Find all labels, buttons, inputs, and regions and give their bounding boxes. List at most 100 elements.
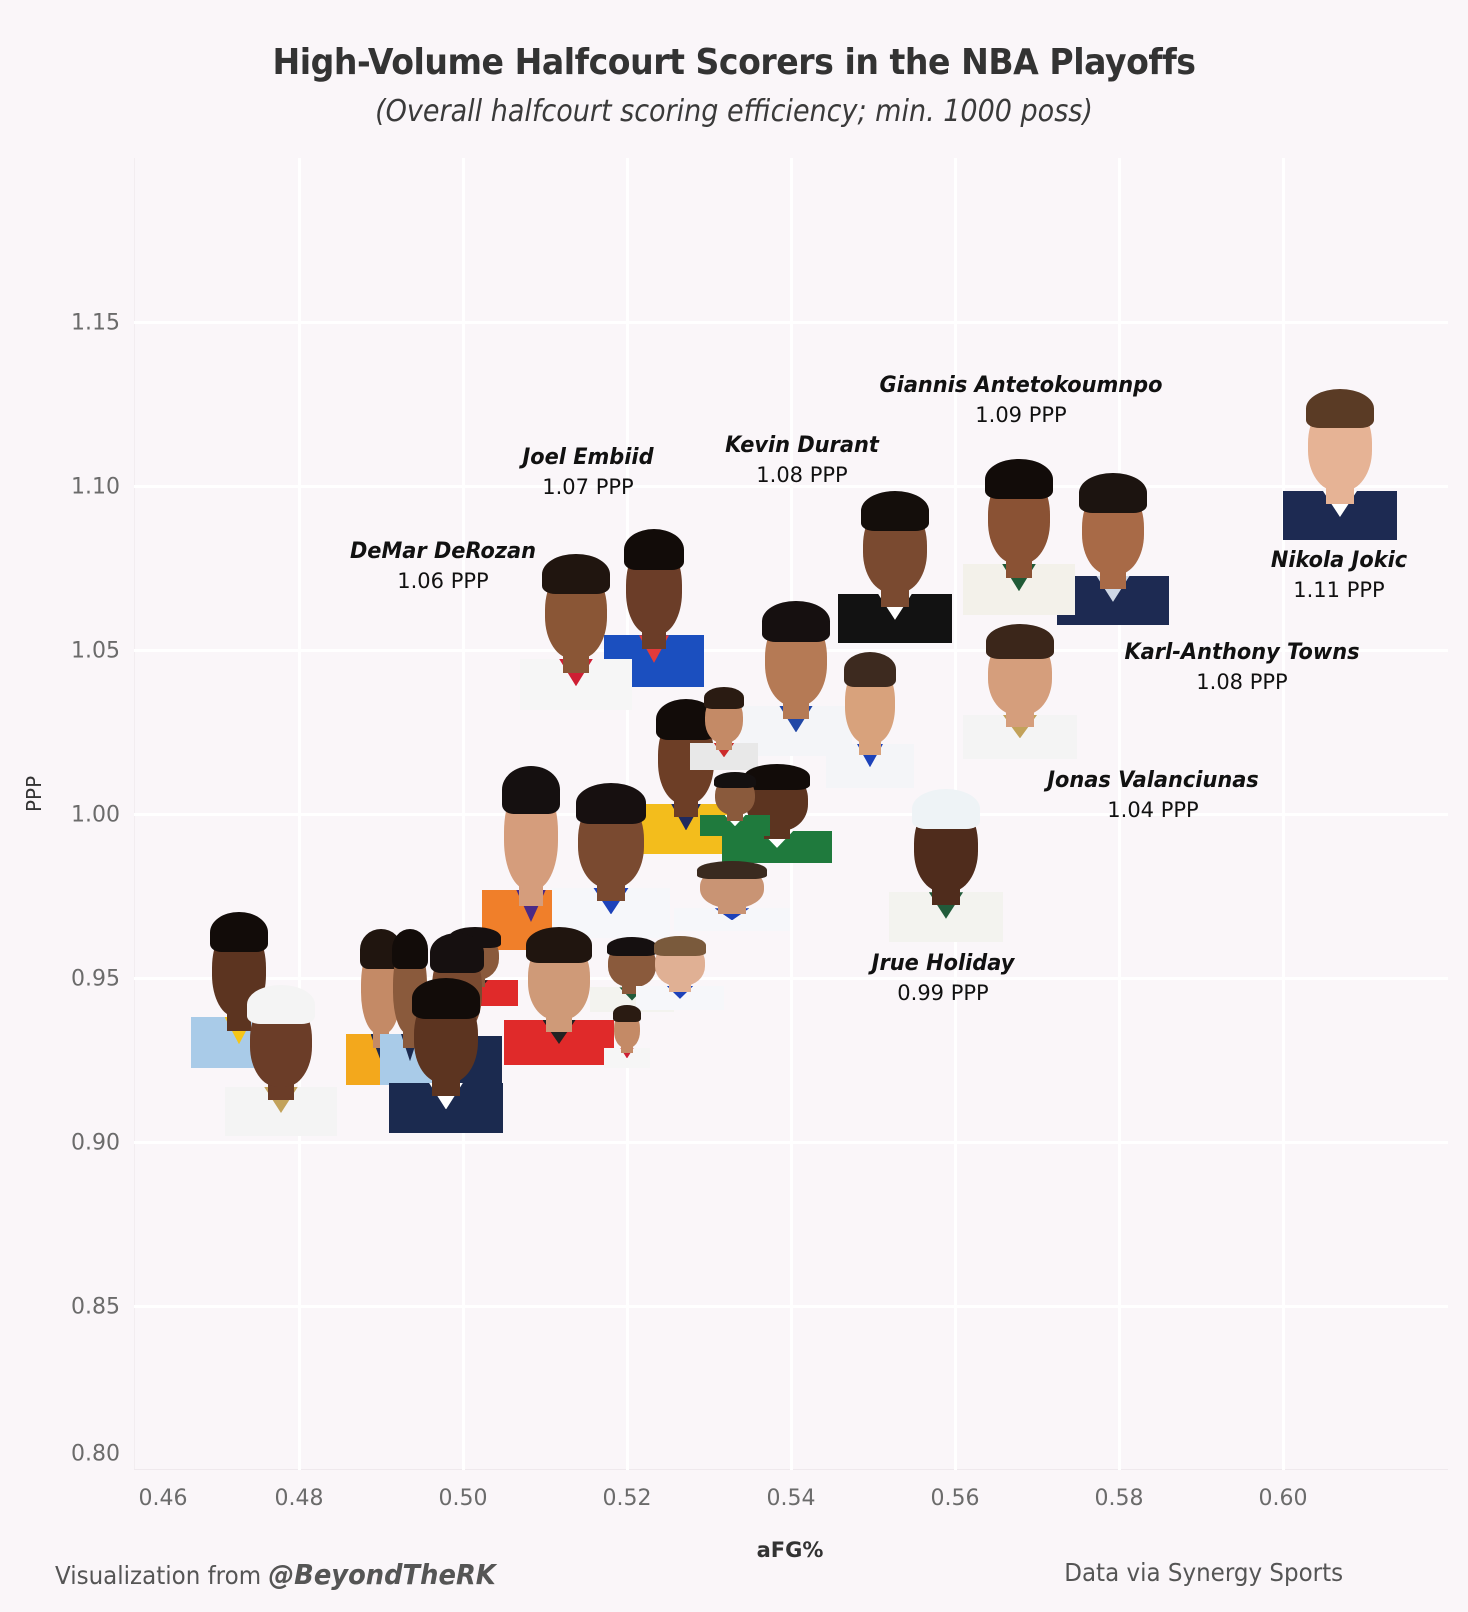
- player-ppp: 1.09 PPP: [975, 403, 1067, 427]
- hair-shape: [860, 491, 930, 531]
- player-name: Jrue Holiday: [871, 951, 1015, 976]
- player-ppp: 1.08 PPP: [1196, 670, 1288, 694]
- y-tick-label: 0.80: [71, 1441, 120, 1467]
- player-label: Jrue Holiday 0.99 PPP: [868, 951, 1018, 1005]
- x-tick-label: 0.56: [930, 1486, 980, 1511]
- player-headshot-marker: [552, 770, 670, 938]
- y-gridline: [134, 485, 1448, 488]
- player-headshot-marker: [690, 680, 758, 770]
- player-headshot-marker: [225, 972, 337, 1136]
- hair-shape: [697, 861, 767, 880]
- player-label: Giannis Antetokoumnpo 1.09 PPP: [872, 373, 1170, 427]
- player-name: Nikola Jokic: [1270, 548, 1408, 573]
- hair-shape: [1079, 473, 1147, 513]
- x-tick-label: 0.54: [766, 1486, 816, 1511]
- y-gridline: [134, 1305, 1448, 1308]
- hair-shape: [762, 601, 830, 642]
- x-tick-label: 0.58: [1094, 1486, 1144, 1511]
- y-gridline: [134, 977, 1448, 980]
- player-label: DeMar DeRozan 1.06 PPP: [345, 539, 541, 593]
- x-axis-label: aFG%: [756, 1538, 824, 1562]
- hair-shape: [526, 927, 592, 963]
- player-headshot-marker: [963, 612, 1077, 759]
- collar-shape: [724, 815, 746, 827]
- hair-shape: [392, 928, 428, 970]
- player-headshot-marker: [389, 965, 503, 1133]
- player-ppp: 1.04 PPP: [1107, 798, 1199, 822]
- y-axis-label: PPP: [22, 775, 46, 812]
- hair-shape: [985, 458, 1053, 500]
- y-tick-label: 0.95: [71, 966, 120, 992]
- footer-source: Data via Synergy Sports: [1064, 1558, 1343, 1587]
- player-headshot-marker: [1057, 460, 1169, 625]
- hair-shape: [703, 687, 745, 709]
- hair-shape: [542, 553, 610, 595]
- hair-shape: [624, 528, 684, 571]
- neck-shape: [621, 1042, 633, 1054]
- player-label: Nikola Jokic 1.11 PPP: [1267, 548, 1410, 602]
- hair-shape: [606, 936, 658, 957]
- credit-prefix: Visualization from: [55, 1561, 269, 1590]
- player-headshot-marker: [636, 930, 724, 1010]
- player-name: Kevin Durant: [725, 433, 879, 458]
- player-headshot-marker: [889, 776, 1003, 942]
- player-name: DeMar DeRozan: [349, 539, 537, 564]
- hair-shape: [247, 985, 315, 1025]
- player-label: Kevin Durant 1.08 PPP: [721, 433, 883, 487]
- x-tick-label: 0.50: [438, 1486, 488, 1511]
- chart-title: High-Volume Halfcourt Scorers in the NBA…: [272, 42, 1196, 83]
- y-tick-label: 1.10: [71, 474, 120, 500]
- x-tick-label: 0.48: [274, 1486, 324, 1511]
- y-tick-label: 1.15: [71, 310, 120, 336]
- player-label: Joel Embiid 1.07 PPP: [519, 445, 657, 499]
- player-headshot-marker: [1283, 376, 1397, 540]
- x-tick-label: 0.52: [602, 1486, 652, 1511]
- player-ppp: 1.06 PPP: [397, 569, 489, 593]
- player-ppp: 1.11 PPP: [1293, 578, 1385, 602]
- chart-subtitle: (Overall halfcourt scoring efficiency; m…: [375, 94, 1093, 129]
- hair-shape: [985, 623, 1055, 660]
- player-headshot-marker: [740, 588, 852, 756]
- y-gridline: [134, 1141, 1448, 1144]
- player-name: Karl-Anthony Towns: [1124, 640, 1360, 665]
- hair-shape: [411, 978, 481, 1019]
- player-headshot-marker: [482, 750, 580, 950]
- y-tick-label: 0.85: [71, 1294, 120, 1320]
- player-headshot-marker: [838, 478, 952, 643]
- hair-shape: [653, 936, 707, 956]
- player-headshot-marker: [674, 855, 790, 931]
- credit-handle: @BeyondTheRK: [268, 1558, 496, 1591]
- x-tick-label: 0.46: [138, 1486, 188, 1511]
- player-label: Karl-Anthony Towns 1.08 PPP: [1118, 640, 1365, 694]
- y-gridline: [134, 321, 1448, 324]
- player-name: Giannis Antetokoumnpo: [879, 373, 1163, 398]
- collar-shape: [620, 1047, 634, 1059]
- x-tick-label: 0.60: [1258, 1486, 1308, 1511]
- player-headshot-marker: [520, 540, 632, 710]
- player-headshot-marker: [504, 915, 614, 1065]
- player-headshot-marker: [604, 1000, 650, 1068]
- player-ppp: 0.99 PPP: [897, 981, 989, 1005]
- hair-shape: [501, 766, 561, 814]
- player-name: Jonas Valanciunas: [1047, 768, 1259, 793]
- hair-shape: [714, 771, 756, 789]
- hair-shape: [613, 1005, 641, 1022]
- hair-shape: [1305, 389, 1375, 429]
- player-ppp: 1.07 PPP: [542, 475, 634, 499]
- player-label: Jonas Valanciunas 1.04 PPP: [1042, 768, 1265, 822]
- hair-shape: [911, 789, 981, 830]
- player-headshot-marker: [826, 640, 914, 788]
- y-tick-label: 1.00: [71, 802, 120, 828]
- y-tick-label: 1.05: [71, 638, 120, 664]
- player-headshot-marker: [700, 766, 770, 836]
- hair-shape: [575, 783, 647, 824]
- neck-shape: [726, 809, 744, 821]
- hair-shape: [210, 911, 268, 953]
- y-tick-label: 0.90: [71, 1130, 120, 1156]
- hair-shape: [430, 933, 484, 973]
- footer-credit: Visualization from @BeyondTheRK: [55, 1558, 496, 1591]
- player-headshot-marker: [963, 445, 1075, 615]
- player-ppp: 1.08 PPP: [756, 463, 848, 487]
- player-headshot-marker: [604, 515, 704, 687]
- player-name: Joel Embiid: [522, 445, 654, 470]
